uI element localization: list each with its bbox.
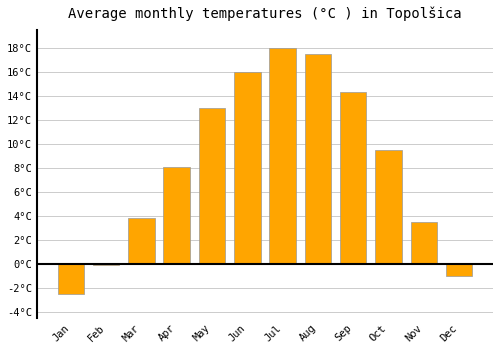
Title: Average monthly temperatures (°C ) in Topolšica: Average monthly temperatures (°C ) in To… bbox=[68, 7, 462, 21]
Bar bbox=[128, 218, 154, 264]
Bar bbox=[304, 54, 331, 264]
Bar bbox=[93, 264, 120, 265]
Bar bbox=[164, 167, 190, 264]
Bar bbox=[375, 150, 402, 264]
Bar bbox=[58, 264, 84, 294]
Bar bbox=[340, 92, 366, 264]
Bar bbox=[198, 108, 225, 264]
Bar bbox=[410, 222, 437, 264]
Bar bbox=[234, 72, 260, 264]
Bar bbox=[270, 48, 296, 264]
Bar bbox=[446, 264, 472, 276]
